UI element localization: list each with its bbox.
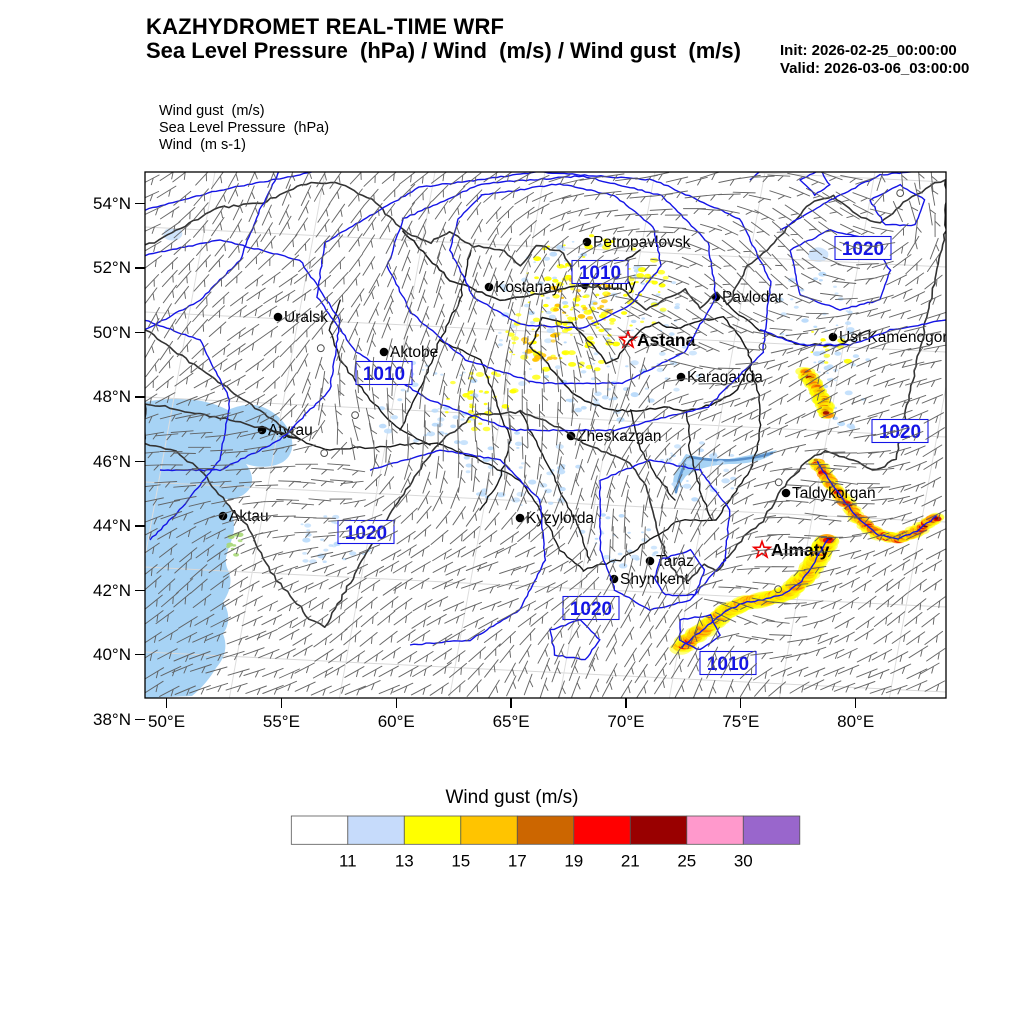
svg-text:19: 19 xyxy=(564,851,583,870)
svg-text:25: 25 xyxy=(677,851,696,870)
svg-text:30: 30 xyxy=(734,851,753,870)
svg-text:17: 17 xyxy=(508,851,527,870)
svg-text:11: 11 xyxy=(339,851,357,870)
svg-text:13: 13 xyxy=(395,851,414,870)
svg-text:15: 15 xyxy=(451,851,470,870)
svg-text:21: 21 xyxy=(621,851,640,870)
